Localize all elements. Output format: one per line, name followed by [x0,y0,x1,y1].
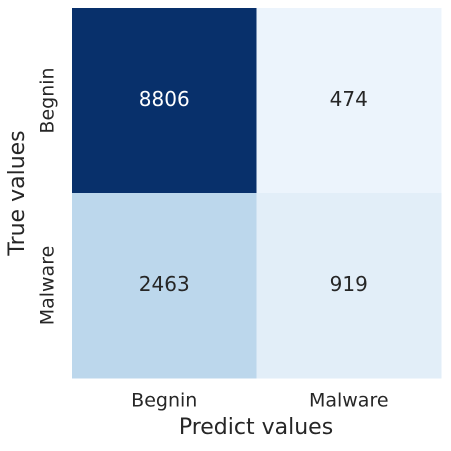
cell-label: 8806 [139,87,190,111]
cell-label: 2463 [139,272,190,296]
y-tick-label: Begnin [37,67,59,133]
cell-label: 919 [330,272,368,296]
heatmap-cell [72,8,257,194]
heatmap-cell [72,193,257,379]
y-axis-label: True values [5,130,30,256]
x-tick-label: Malware [309,390,389,412]
y-tick-label: Malware [37,246,59,326]
heatmap-cell [256,8,442,194]
cell-label: 474 [330,87,368,111]
x-tick-label: Begnin [131,390,197,412]
x-axis-label: Predict values [179,415,333,440]
heatmap-cell [256,193,442,379]
